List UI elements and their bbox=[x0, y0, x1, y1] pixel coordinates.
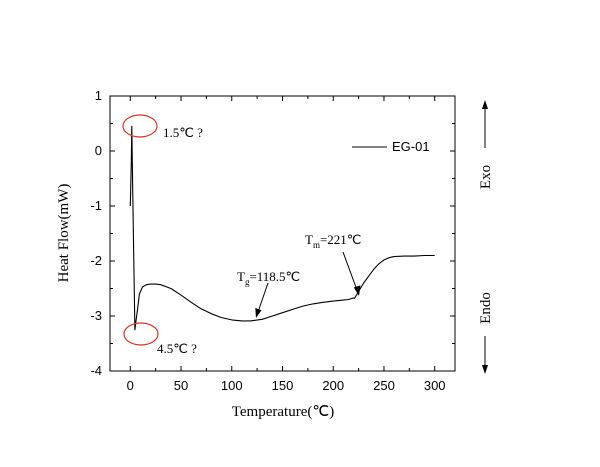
x-axis-ticks: 0 50 100 150 200 250 300 bbox=[127, 96, 446, 393]
arrow-tm-head bbox=[353, 285, 361, 296]
annotation-tg-sub: g bbox=[245, 277, 250, 287]
x-tick-label: 300 bbox=[424, 378, 446, 393]
legend: EG-01 bbox=[352, 139, 430, 154]
annotation-tm: Tm=221℃ bbox=[305, 232, 361, 250]
y-tick-label: -1 bbox=[90, 198, 102, 213]
x-tick-label: 200 bbox=[322, 378, 344, 393]
exo-label: Exo bbox=[478, 165, 494, 189]
arrow-tg bbox=[257, 282, 269, 313]
y-axis-ticks: 1 0 -1 -2 -3 -4 bbox=[90, 88, 455, 378]
annotation-tg: Tg=118.5℃ bbox=[237, 269, 300, 287]
y-axis-label: Heat Flow(mW) bbox=[56, 184, 72, 283]
y-tick-label: 1 bbox=[95, 88, 102, 103]
plot-frame bbox=[109, 95, 456, 372]
arrow-tg-head bbox=[255, 308, 262, 318]
annotation-tm-value: =221℃ bbox=[320, 232, 361, 247]
annotation-peak-endo: 4.5℃ ? bbox=[157, 341, 197, 356]
x-tick-label: 0 bbox=[127, 378, 134, 393]
y-tick-label: 0 bbox=[95, 143, 102, 158]
x-tick-label: 250 bbox=[373, 378, 395, 393]
exo-arrow-head bbox=[482, 100, 488, 109]
annotation-tg-symbol: T bbox=[237, 269, 245, 284]
annotation-tm-symbol: T bbox=[305, 232, 313, 247]
annotation-tg-value: =118.5℃ bbox=[249, 269, 300, 284]
x-axis-label: Temperature(℃) bbox=[232, 404, 334, 420]
x-tick-label: 50 bbox=[174, 378, 188, 393]
endo-label: Endo bbox=[478, 292, 494, 324]
y-tick-label: -4 bbox=[90, 363, 102, 378]
arrow-tm bbox=[342, 251, 358, 291]
y-tick-label: -2 bbox=[90, 253, 102, 268]
annotation-peak-exo: 1.5℃ ? bbox=[163, 125, 203, 140]
endo-arrow-head bbox=[482, 365, 488, 374]
y-tick-label: -3 bbox=[90, 308, 102, 323]
series-line-eg-01 bbox=[129, 125, 435, 331]
highlight-circle-endo bbox=[123, 322, 159, 346]
annotation-tm-sub: m bbox=[313, 240, 320, 250]
highlight-circle-exo bbox=[122, 114, 158, 138]
legend-label: EG-01 bbox=[392, 139, 430, 154]
x-tick-label: 150 bbox=[272, 378, 294, 393]
x-tick-label: 100 bbox=[221, 378, 243, 393]
series-layer bbox=[129, 125, 435, 331]
